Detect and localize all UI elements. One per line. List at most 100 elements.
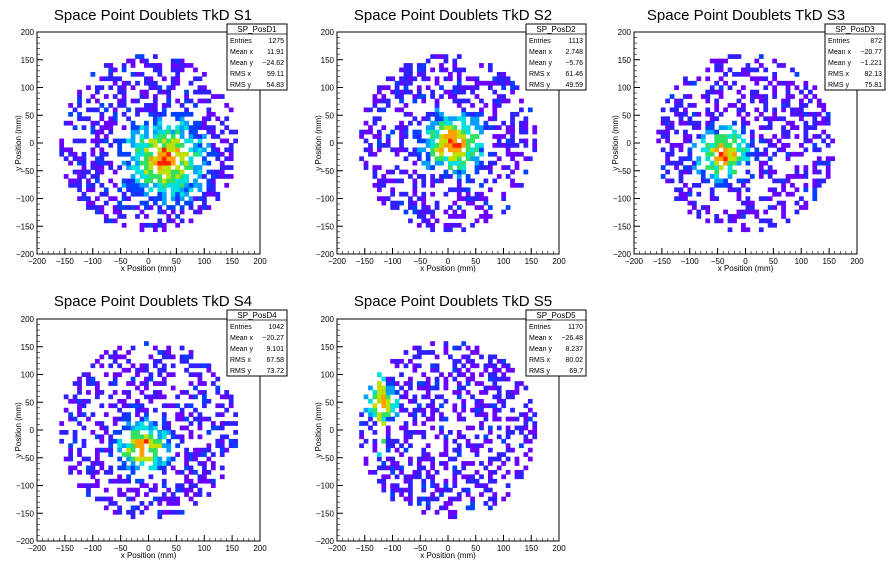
heatmap-bin <box>376 143 382 148</box>
heatmap-bin <box>416 196 422 202</box>
heatmap-bin <box>483 412 489 417</box>
heatmap-bin <box>714 58 720 64</box>
heatmap-bin <box>215 191 221 197</box>
heatmap-bin <box>461 120 467 126</box>
heatmap-bin <box>510 143 515 148</box>
heatmap-bin <box>452 160 458 166</box>
y-tick-label: −150 <box>613 222 632 231</box>
heatmap-bin <box>99 165 105 170</box>
heatmap-bin <box>523 452 529 457</box>
heatmap-bin <box>412 394 418 400</box>
heatmap-bin <box>821 116 827 122</box>
stats-label: Entries <box>828 38 850 45</box>
heatmap-bin <box>443 505 449 511</box>
heatmap-bin <box>416 71 422 77</box>
heatmap-bin <box>72 394 78 400</box>
heatmap-bin <box>718 143 724 148</box>
heatmap-bin <box>434 147 440 153</box>
heatmap-bin <box>112 403 118 409</box>
heatmap-bin <box>193 178 198 184</box>
heatmap-bin <box>785 134 791 139</box>
heatmap-bin <box>59 151 65 157</box>
heatmap-bin <box>157 381 163 386</box>
heatmap-bin <box>718 85 724 91</box>
heatmap-bin <box>385 438 391 444</box>
heatmap-bin <box>763 209 769 215</box>
heatmap-bin <box>465 143 471 148</box>
heatmap-bin <box>785 143 791 148</box>
heatmap-bin <box>228 438 234 444</box>
heatmap-bin <box>179 116 185 122</box>
heatmap-bin <box>148 398 154 404</box>
heatmap-bin <box>179 345 185 351</box>
heatmap-bin <box>94 434 100 440</box>
heatmap-bin <box>152 425 158 431</box>
heatmap-bin <box>144 363 149 369</box>
heatmap-bin <box>519 430 524 435</box>
heatmap-bin <box>448 143 453 148</box>
heatmap-bin <box>408 496 413 502</box>
x-tick-label: 150 <box>525 544 539 553</box>
heatmap-bin <box>90 160 96 166</box>
heatmap-bin <box>425 209 431 215</box>
heatmap-bin <box>430 214 435 219</box>
heatmap-bin <box>430 143 435 148</box>
heatmap-bin <box>184 447 189 453</box>
heatmap-bin <box>781 143 786 148</box>
heatmap-bin <box>372 390 378 395</box>
x-tick-label: 0 <box>146 257 151 266</box>
heatmap-bin <box>157 350 163 355</box>
heatmap-bin <box>803 138 809 144</box>
heatmap-bin <box>197 125 203 130</box>
heatmap-bin <box>385 407 391 413</box>
heatmap-bin <box>372 174 378 179</box>
heatmap-bin <box>193 89 198 95</box>
heatmap-bin <box>68 398 73 404</box>
heatmap-bin <box>821 160 827 166</box>
heatmap-bin <box>416 138 422 144</box>
heatmap-bin <box>421 116 427 122</box>
heatmap-bin <box>112 107 118 113</box>
heatmap-bin <box>496 425 502 431</box>
heatmap-bin <box>412 474 418 480</box>
heatmap-bin <box>117 443 123 449</box>
heatmap-bin <box>470 425 475 431</box>
heatmap-bin <box>443 341 449 346</box>
heatmap-bin <box>803 200 809 206</box>
heatmap-bin <box>103 372 109 378</box>
heatmap-bin <box>487 187 493 193</box>
heatmap-bin <box>90 182 96 188</box>
heatmap-bin <box>456 169 462 175</box>
heatmap-bin <box>99 147 105 153</box>
heatmap-bin <box>197 478 203 484</box>
heatmap-bin <box>705 165 711 170</box>
heatmap-bin <box>372 403 378 409</box>
heatmap-bin <box>77 385 82 391</box>
heatmap-bin <box>510 447 515 453</box>
heatmap-bin <box>210 478 216 484</box>
heatmap-bin <box>117 89 123 95</box>
heatmap-bin <box>421 94 427 99</box>
heatmap-bin <box>683 76 688 82</box>
heatmap-bin <box>683 182 688 188</box>
heatmap-bin <box>443 381 449 386</box>
heatmap-bin <box>465 461 471 466</box>
heatmap-bin <box>714 156 720 162</box>
heatmap-bin <box>152 129 158 135</box>
stats-label: RMS y <box>529 82 551 89</box>
heatmap-bin <box>785 178 791 184</box>
heatmap-bin <box>505 76 511 82</box>
heatmap-bin <box>144 147 149 153</box>
heatmap-bin <box>665 116 670 122</box>
heatmap-bin <box>202 381 207 386</box>
heatmap-bin <box>821 178 827 184</box>
heatmap-bin <box>161 465 167 471</box>
heatmap-bin <box>359 430 364 435</box>
heatmap-bin <box>749 151 755 157</box>
heatmap-bin <box>519 125 524 130</box>
heatmap-bin <box>732 134 737 139</box>
heatmap-bin <box>376 465 382 471</box>
heatmap-bin <box>130 447 136 453</box>
heatmap-bin <box>687 134 693 139</box>
heatmap-bin <box>72 138 78 144</box>
